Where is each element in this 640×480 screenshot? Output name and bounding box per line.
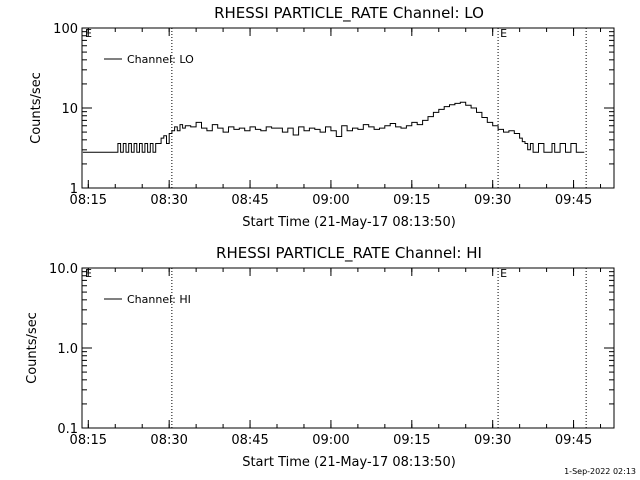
x-tick-label: 09:00 <box>312 433 349 448</box>
y-tick-label: 1 <box>70 182 78 197</box>
x-tick-label: 09:45 <box>555 193 592 208</box>
y-tick-label: 100 <box>53 22 78 37</box>
panel-hi: RHESSI PARTICLE_RATE Channel: HI 08:15 08… <box>25 244 615 470</box>
y-tick-label: 1.0 <box>57 342 78 357</box>
x-axis-label: Start Time (21-May-17 08:13:50) <box>242 455 456 470</box>
footer-timestamp: 1-Sep-2022 02:13 <box>564 467 636 476</box>
x-tick-label: 08:15 <box>70 193 107 208</box>
x-tick-label: 08:30 <box>150 193 187 208</box>
event-marker-label: E <box>85 27 92 40</box>
event-marker-label: E <box>500 267 507 280</box>
plot-frame <box>81 27 615 189</box>
x-axis: 08:15 08:30 08:45 09:00 09:15 09:30 09:45 <box>70 28 602 208</box>
x-tick-label: 09:30 <box>474 193 511 208</box>
y-axis-label: Counts/sec <box>25 312 40 384</box>
legend: Channel: HI <box>104 293 191 306</box>
x-tick-label: 09:45 <box>555 433 592 448</box>
x-tick-label: 08:15 <box>70 433 107 448</box>
event-marker-label: E <box>500 27 507 40</box>
panel-lo: RHESSI PARTICLE_RATE Channel: LO 08:15 08… <box>29 4 615 230</box>
legend-label: Channel: LO <box>127 53 194 66</box>
y-axis: 0.1 1.0 10.0 <box>49 262 614 437</box>
y-tick-label: 10 <box>61 102 78 117</box>
chart-title: RHESSI PARTICLE_RATE Channel: LO <box>214 4 484 23</box>
x-tick-label: 08:45 <box>231 193 268 208</box>
x-tick-label: 09:00 <box>312 193 349 208</box>
x-tick-label: 08:45 <box>231 433 268 448</box>
chart-title: RHESSI PARTICLE_RATE Channel: HI <box>216 244 482 263</box>
event-marker-label: E <box>85 267 92 280</box>
legend-label: Channel: HI <box>127 293 191 306</box>
series-line-lo <box>82 101 585 153</box>
x-axis-label: Start Time (21-May-17 08:13:50) <box>242 215 456 230</box>
x-tick-label: 09:15 <box>393 193 430 208</box>
x-axis: 08:15 08:30 08:45 09:00 09:15 09:30 09:45 <box>70 268 602 448</box>
plot-frame <box>81 267 615 429</box>
x-tick-label: 09:30 <box>474 433 511 448</box>
legend: Channel: LO <box>104 53 194 66</box>
x-tick-label: 08:30 <box>150 433 187 448</box>
x-tick-label: 09:15 <box>393 433 430 448</box>
y-tick-label: 10.0 <box>49 262 78 277</box>
y-axis: 1 10 100 <box>53 22 614 197</box>
y-tick-label: 0.1 <box>57 422 78 437</box>
y-axis-label: Counts/sec <box>29 72 44 144</box>
